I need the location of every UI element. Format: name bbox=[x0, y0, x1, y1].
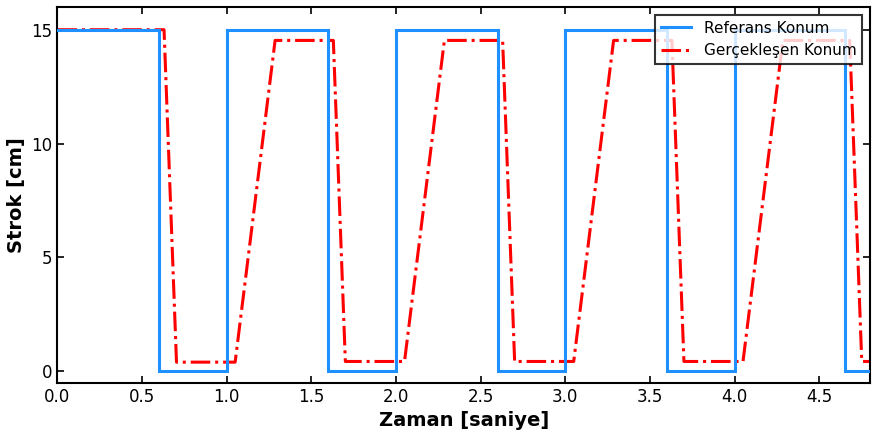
Gerçekleşen Konum bbox=[53, 27, 63, 32]
Referans Konum bbox=[492, 27, 503, 32]
Referans Konum bbox=[661, 27, 672, 32]
Gerçekleşen Konum bbox=[171, 360, 182, 365]
Gerçekleşen Konum bbox=[331, 111, 341, 116]
Referans Konum bbox=[839, 27, 850, 32]
Referans Konum bbox=[661, 369, 672, 374]
Referans Konum bbox=[323, 369, 333, 374]
Referans Konum bbox=[865, 369, 875, 374]
Referans Konum bbox=[222, 27, 232, 32]
Referans Konum bbox=[153, 369, 164, 374]
Gerçekleşen Konum bbox=[865, 359, 875, 364]
Line: Referans Konum: Referans Konum bbox=[58, 30, 870, 371]
Gerçekleşen Konum bbox=[544, 359, 554, 364]
Referans Konum bbox=[391, 27, 402, 32]
Referans Konum bbox=[153, 27, 164, 32]
Referans Konum bbox=[560, 27, 571, 32]
Gerçekleşen Konum bbox=[809, 38, 820, 43]
Referans Konum bbox=[323, 27, 333, 32]
Gerçekleşen Konum bbox=[652, 38, 662, 43]
Gerçekleşen Konum bbox=[715, 359, 725, 364]
Referans Konum bbox=[53, 27, 63, 32]
Line: Gerçekleşen Konum: Gerçekleşen Konum bbox=[58, 30, 870, 362]
Referans Konum bbox=[560, 369, 571, 374]
Legend: Referans Konum, Gerçekleşen Konum: Referans Konum, Gerçekleşen Konum bbox=[654, 14, 862, 64]
Referans Konum bbox=[730, 369, 740, 374]
Referans Konum bbox=[492, 369, 503, 374]
Gerçekleşen Konum bbox=[246, 225, 257, 231]
Y-axis label: Strok [cm]: Strok [cm] bbox=[7, 137, 26, 253]
Referans Konum bbox=[730, 27, 740, 32]
X-axis label: Zaman [saniye]: Zaman [saniye] bbox=[379, 411, 549, 430]
Referans Konum bbox=[839, 369, 850, 374]
Referans Konum bbox=[222, 369, 232, 374]
Referans Konum bbox=[391, 369, 402, 374]
